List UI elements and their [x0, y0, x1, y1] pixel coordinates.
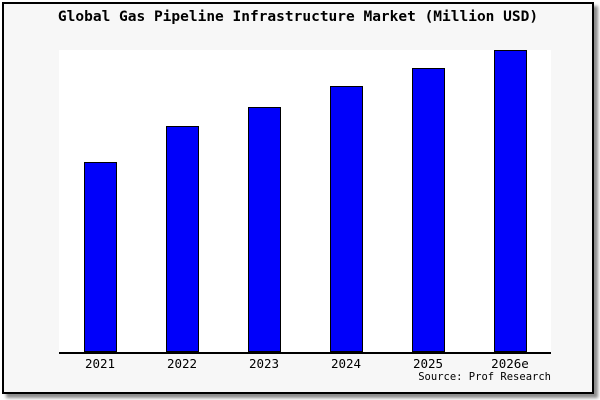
bar-slot — [59, 50, 141, 352]
x-tick-label-2026e: 2026e — [491, 356, 529, 371]
bar-2023 — [247, 107, 281, 352]
bars-container — [59, 50, 551, 352]
x-tick-label-2021: 2021 — [84, 356, 116, 371]
bar-slot — [387, 50, 469, 352]
x-axis-labels: 2021 2022 2023 2024 2025 2026e — [59, 356, 551, 371]
bar-slot — [305, 50, 387, 352]
x-tick-label-2022: 2022 — [166, 356, 198, 371]
bar-slot — [469, 50, 551, 352]
x-tick-label-2025: 2025 — [412, 356, 444, 371]
bar-2022 — [165, 125, 199, 352]
chart-frame: Global Gas Pipeline Infrastructure Marke… — [2, 2, 594, 394]
source-credit: Source: Prof Research — [418, 371, 551, 383]
bar-2025 — [411, 68, 445, 352]
bar-slot — [141, 50, 223, 352]
bar-slot — [223, 50, 305, 352]
plot-area — [59, 50, 551, 354]
bar-2021 — [83, 161, 117, 352]
bar-2024 — [329, 86, 363, 352]
x-tick-label-2024: 2024 — [330, 356, 362, 371]
chart-title: Global Gas Pipeline Infrastructure Marke… — [57, 9, 539, 25]
bar-2026e — [493, 50, 527, 352]
x-tick-label-2023: 2023 — [248, 356, 280, 371]
